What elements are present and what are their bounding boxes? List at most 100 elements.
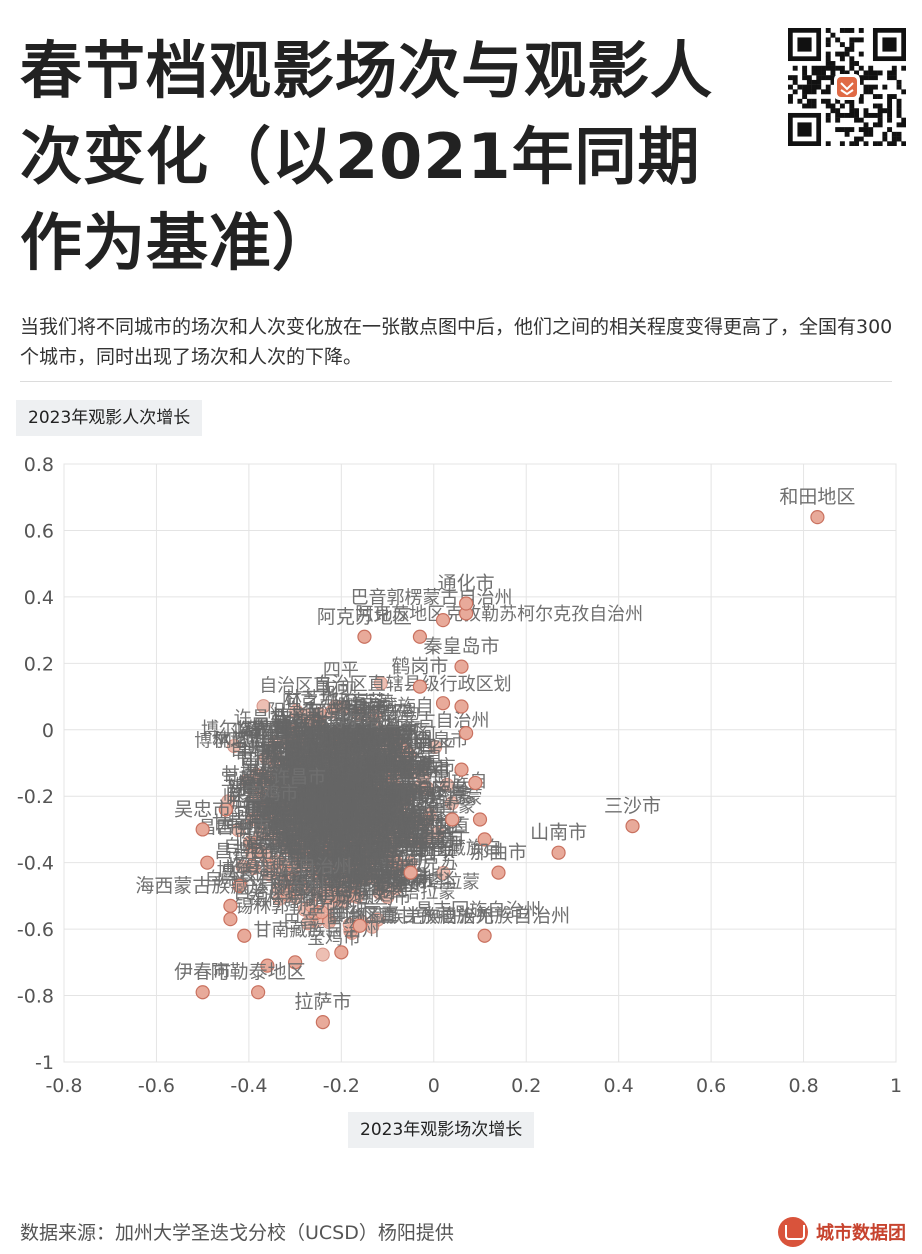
cluster-label: 巴音	[246, 798, 282, 819]
point-label: 秦皇岛市	[424, 636, 500, 658]
cluster-label: 锡林郭勒	[342, 798, 414, 819]
cluster-label: 阿坝	[332, 900, 368, 921]
y-axis-label: 2023年观影人次增长	[16, 400, 203, 436]
cluster-point	[444, 796, 459, 811]
cluster-label: 塔城地区	[269, 807, 341, 828]
cluster-label: 锡林郭勒	[333, 851, 405, 872]
cluster-label: 宝鸡市	[324, 762, 378, 783]
cluster-label: 阳泉市	[326, 837, 380, 858]
cluster-label: 许昌市	[275, 871, 329, 892]
cluster-label: 自治区直	[333, 783, 405, 804]
cluster-point	[262, 867, 277, 882]
cluster-point	[289, 704, 304, 719]
cluster-label: 博尔塔拉蒙	[386, 796, 476, 817]
cluster-label: 塔城地区	[265, 744, 337, 765]
cluster-label: 博尔塔拉蒙	[312, 747, 402, 768]
cluster-label: 四平	[419, 845, 455, 866]
cluster-label: 自治区直	[276, 830, 348, 851]
cluster-label: 自治区直	[310, 731, 382, 752]
cluster-label: 黑河	[338, 772, 374, 793]
cluster-label: 博尔塔拉蒙	[238, 777, 328, 798]
cluster-label: 黑河	[381, 838, 417, 859]
cluster-label: 博尔塔拉蒙	[305, 802, 395, 823]
cluster-label: 临夏回	[312, 784, 366, 805]
cluster-label: 巴音	[341, 827, 377, 848]
cluster-label: 巴音	[278, 812, 314, 833]
cluster-point	[349, 889, 364, 904]
cluster-label: 塔城地区	[343, 815, 415, 836]
cluster-label: 甘南藏族自	[336, 840, 426, 861]
cluster-label: 阳泉市	[242, 757, 296, 778]
cluster-label: 林芝地	[327, 753, 381, 774]
cluster-label: 巴音	[306, 798, 342, 819]
cluster-label: 塔城地区	[254, 803, 326, 824]
cluster-label: 临夏回	[273, 762, 327, 783]
cluster-label: 甘南藏族自	[282, 820, 372, 841]
cluster-label: 黑河	[278, 759, 314, 780]
cluster-label: 四平	[313, 754, 349, 775]
cluster-label: 阳泉市	[305, 866, 359, 887]
cluster-label: 博尔塔拉蒙	[304, 826, 394, 847]
cluster-label: 自治区直	[329, 786, 401, 807]
cluster-label: 昌吉回族自	[311, 859, 401, 880]
data-point	[459, 596, 474, 611]
cluster-label: 宝鸡市	[244, 784, 298, 805]
cluster-point	[297, 768, 312, 783]
cluster-label: 宝鸡市	[304, 814, 358, 835]
cluster-label: 许昌市	[333, 697, 387, 718]
cluster-label: 阳泉市	[323, 728, 377, 749]
x-tick-label: 0.2	[511, 1075, 541, 1097]
cluster-label: 许昌市	[265, 738, 319, 759]
cluster-label: 许昌市	[367, 813, 421, 834]
point-label: 山南市	[530, 822, 587, 844]
y-tick-label: 0.6	[24, 520, 54, 542]
cluster-label: 许昌市	[312, 848, 366, 869]
cluster-label: 宝鸡市	[318, 810, 372, 831]
cluster-label: 阿坝	[280, 808, 316, 829]
cluster-label: 许昌市	[304, 790, 358, 811]
cluster-label: 昌吉回族自	[273, 720, 363, 741]
cluster-label: 自治区直	[323, 862, 395, 883]
cluster-label: 阿克苏	[340, 692, 394, 713]
cluster-point	[401, 821, 416, 836]
cluster-label: 黑河	[331, 875, 367, 896]
x-tick-label: -0.2	[323, 1075, 360, 1097]
cluster-label: 自治区直	[303, 787, 375, 808]
cluster-point	[267, 735, 282, 750]
cluster-label: 临夏回	[265, 794, 319, 815]
data-point	[288, 955, 303, 970]
cluster-label: 许昌市	[367, 718, 421, 739]
cluster-point	[256, 699, 271, 714]
cluster-label: 锡林郭勒	[338, 836, 410, 857]
cluster-label: 黑河	[331, 776, 367, 797]
cluster-label: 临夏回	[298, 808, 352, 829]
cluster-label: 塔城地区	[359, 722, 431, 743]
cluster-label: 阿坝	[404, 801, 440, 822]
cluster-label: 甘南藏族自	[284, 760, 374, 781]
cluster-label: 阿克苏	[275, 719, 329, 740]
cluster-point	[351, 707, 366, 722]
cluster-label: 临夏回	[317, 777, 371, 798]
cluster-label: 巴音	[387, 782, 423, 803]
cluster-label: 塔城地区	[372, 760, 444, 781]
cluster-label: 塔城地区	[330, 789, 402, 810]
cluster-label: 甘南藏族自	[342, 731, 432, 752]
cluster-label: 博尔塔拉蒙	[313, 789, 403, 810]
cluster-label: 锡林郭勒	[248, 889, 320, 910]
cluster-label: 黑河	[313, 748, 349, 769]
cluster-point	[385, 790, 400, 805]
cluster-label: 塔城地区	[331, 773, 403, 794]
cluster-label: 阿克苏	[303, 805, 357, 826]
cluster-label: 临夏回	[282, 868, 336, 889]
cluster-label: 四平	[330, 739, 366, 760]
y-tick-label: -0.2	[17, 786, 54, 808]
cluster-point	[346, 803, 361, 818]
cluster-label: 林芝地	[401, 823, 455, 844]
cluster-label: 林芝地	[350, 732, 404, 753]
cluster-label: 临夏回	[235, 774, 289, 795]
cluster-label: 自治区直	[363, 754, 435, 775]
cluster-label: 临夏回	[336, 810, 390, 831]
cluster-point	[385, 837, 400, 852]
cluster-point	[365, 736, 380, 751]
